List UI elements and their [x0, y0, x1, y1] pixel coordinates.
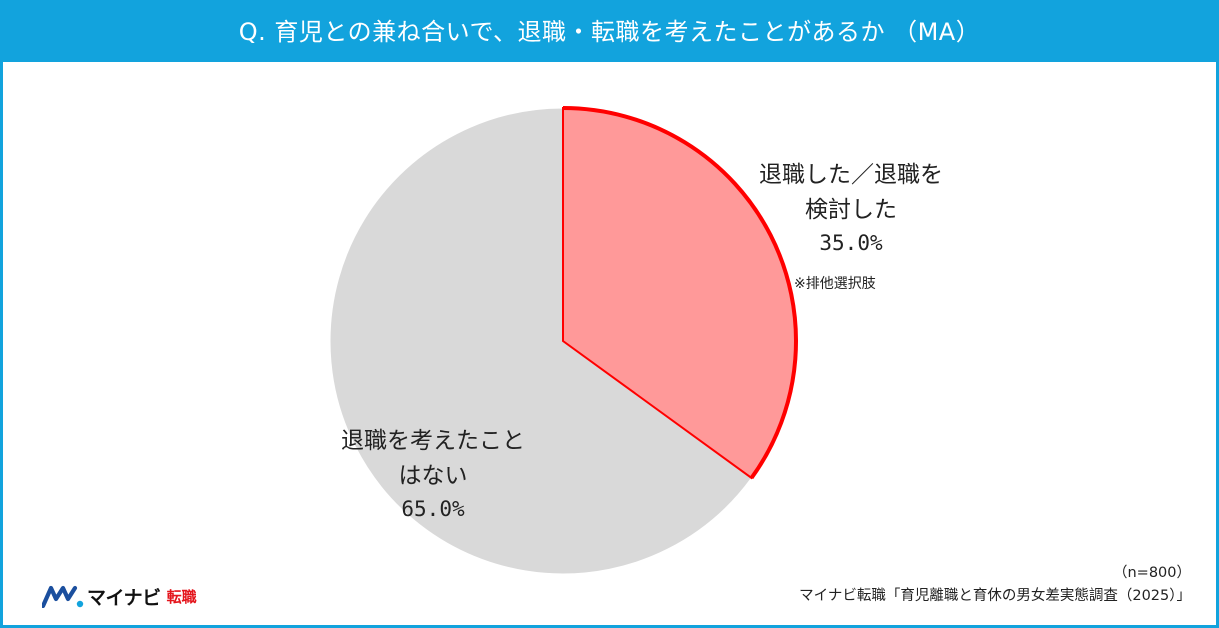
sample-size: （n=800）: [1112, 565, 1191, 581]
logo-name: マイナビ: [87, 586, 161, 609]
data-source: マイナビ転職「育児離職と育休の男女差実態調査（2025）」: [799, 588, 1191, 604]
logo-mark-icon: [42, 585, 84, 608]
slice-value-label: 65.0%: [401, 497, 465, 521]
slice-label-quit-or-considered: 退職した／退職を 検討した 35.0%: [716, 158, 986, 258]
slice-value-label: 35.0%: [819, 231, 883, 255]
pie-slice-not-considered: [329, 107, 753, 575]
slice-label-line2: はない: [398, 463, 468, 489]
exclusive-option-note: ※排他選択肢: [794, 276, 876, 292]
slice-label-line1: 退職を考えたこと: [341, 428, 525, 454]
mynavi-tenshoku-logo: マイナビ 転職: [42, 582, 197, 610]
slice-label-not-considered: 退職を考えたこと はない 65.0%: [298, 424, 568, 524]
slice-label-line1: 退職した／退職を: [759, 162, 943, 188]
chart-title: Q. 育児との兼ね合いで、退職・転職を考えたことがあるか （MA）: [3, 3, 1216, 62]
logo-sub: 転職: [166, 587, 197, 606]
pie-slice-highlight-edge: [562, 106, 798, 480]
slice-label-line2: 検討した: [805, 197, 897, 223]
